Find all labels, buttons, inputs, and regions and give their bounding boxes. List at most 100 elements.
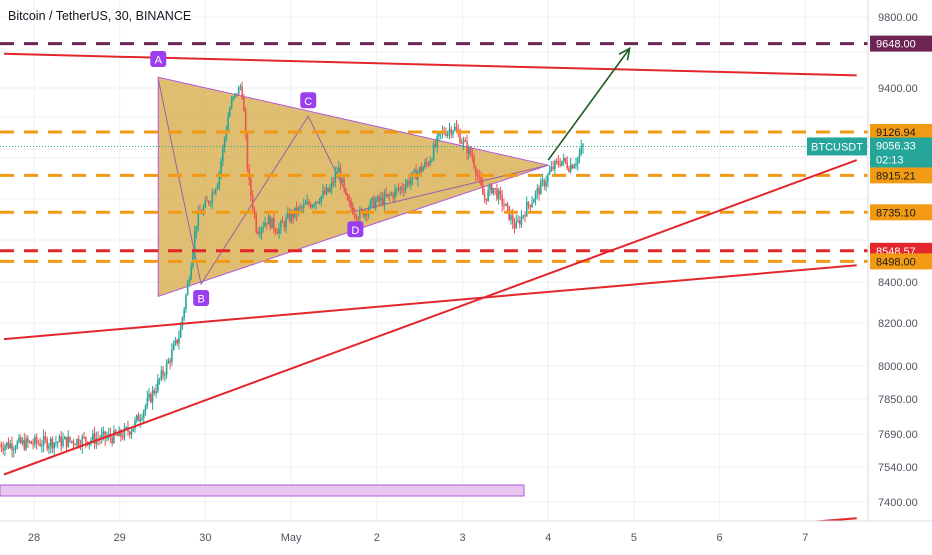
symbol-title: Bitcoin / TetherUS, 30, BINANCE xyxy=(8,9,192,23)
candle-body xyxy=(564,157,567,163)
point-badge-b[interactable] xyxy=(193,290,210,307)
candle-body xyxy=(548,171,551,175)
candle-body xyxy=(348,200,351,202)
candle-body xyxy=(459,132,461,144)
price-level-badge[interactable] xyxy=(870,35,932,52)
range-rectangle[interactable] xyxy=(0,484,525,497)
pattern-points[interactable]: A B C D xyxy=(150,51,364,307)
candle-body xyxy=(364,211,366,217)
candle-body xyxy=(425,162,428,164)
price-level-badge-label: 9126.94 xyxy=(876,127,916,139)
trendline[interactable] xyxy=(3,52,857,77)
candle-body xyxy=(9,443,12,448)
candle-body xyxy=(538,188,540,195)
candle-body xyxy=(274,229,277,232)
pattern-path[interactable] xyxy=(157,78,549,286)
candle-body xyxy=(102,431,105,435)
candle-body xyxy=(402,189,405,191)
candle-body xyxy=(76,438,78,446)
candle-body xyxy=(4,445,6,451)
candle-body xyxy=(490,184,493,194)
candle-body xyxy=(322,190,324,197)
candle-body xyxy=(192,252,194,267)
candle-body xyxy=(448,129,451,133)
candle-body xyxy=(489,184,491,190)
projection-arrow[interactable] xyxy=(547,48,631,161)
candle-body xyxy=(497,190,500,200)
current-price-badge[interactable] xyxy=(870,137,932,168)
trendline[interactable] xyxy=(3,159,858,476)
candle-body xyxy=(309,204,312,208)
candle-body xyxy=(554,160,556,170)
price-axis[interactable]: 9800.00 9400.00 8400.00 8200.00 8000.00 7850.… xyxy=(807,0,932,521)
point-label-b: B xyxy=(197,294,204,306)
candle-body xyxy=(14,448,17,450)
candle-body xyxy=(301,207,303,209)
time-tick-label: 29 xyxy=(114,532,126,544)
candle-body xyxy=(169,360,171,363)
candle-body xyxy=(475,167,477,176)
candle-body xyxy=(260,228,263,233)
price-level-badge[interactable] xyxy=(870,253,932,270)
candle-body xyxy=(44,436,47,440)
price-level-badge[interactable] xyxy=(870,204,932,221)
candle-body xyxy=(200,213,203,215)
candle-body xyxy=(193,232,196,253)
candle-body xyxy=(232,96,235,100)
candle-body xyxy=(330,181,333,189)
point-label-d: D xyxy=(351,225,359,237)
candle-body xyxy=(467,147,470,154)
price-tick-label: 9400.00 xyxy=(878,83,918,95)
time-tick-label: 30 xyxy=(199,532,211,544)
candle-body xyxy=(453,126,456,131)
candle-body xyxy=(413,169,416,172)
candle-body xyxy=(438,133,440,137)
candle-body xyxy=(251,195,254,210)
candle-body xyxy=(120,430,122,437)
candle-body xyxy=(385,193,388,197)
candle-body xyxy=(278,228,280,234)
candle-body xyxy=(576,158,579,164)
price-level-badge[interactable] xyxy=(870,123,932,140)
candle-body xyxy=(34,436,36,445)
candle-body xyxy=(128,431,131,435)
candle-body xyxy=(346,193,349,201)
candle-body xyxy=(478,175,481,177)
projection-arrowhead[interactable] xyxy=(618,47,631,61)
candle-body xyxy=(2,448,5,451)
price-level-badge[interactable] xyxy=(870,167,932,184)
candle-body xyxy=(350,201,352,208)
candle-body xyxy=(123,427,126,438)
time-axis[interactable]: 28 29 30 May 2 3 4 5 6 7 xyxy=(0,520,932,550)
price-tick-label: 7400.00 xyxy=(878,497,918,509)
candle-body xyxy=(62,439,64,447)
candle-body xyxy=(566,162,568,169)
candle-body xyxy=(153,390,156,394)
point-badge-c[interactable] xyxy=(300,92,317,109)
candle-body xyxy=(515,221,518,229)
horizontal-levels[interactable] xyxy=(0,42,868,263)
candle-body xyxy=(211,192,214,203)
candle-body xyxy=(520,216,523,225)
candle-body xyxy=(464,140,467,142)
point-badge-a[interactable] xyxy=(150,51,167,67)
candle-body xyxy=(132,428,135,432)
candle-body xyxy=(406,180,409,185)
candle-body xyxy=(174,339,177,345)
candle-body xyxy=(113,430,115,443)
point-badge-d[interactable] xyxy=(347,221,364,238)
trendline[interactable] xyxy=(3,264,857,341)
candle-body xyxy=(506,203,509,207)
candle-body xyxy=(209,202,212,204)
trendlines[interactable] xyxy=(0,47,858,523)
candle-body xyxy=(360,210,363,212)
candle-body xyxy=(422,167,424,172)
symbol-tag[interactable] xyxy=(807,137,867,156)
candle-body xyxy=(21,440,24,444)
candle-body xyxy=(436,136,438,147)
candle-body xyxy=(269,216,272,229)
candle-body xyxy=(380,197,382,201)
candle-body xyxy=(378,196,380,201)
